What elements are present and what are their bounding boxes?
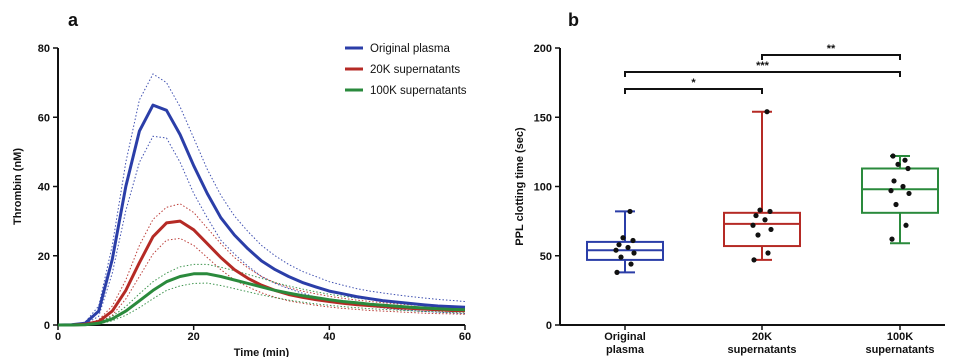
- data-point: [903, 222, 909, 228]
- data-point: [616, 242, 622, 248]
- data-point: [895, 161, 901, 167]
- legend-label: 100K supernatants: [370, 85, 467, 97]
- data-point: [753, 212, 759, 219]
- panel-a-x-axis-label: Time (min): [234, 347, 290, 357]
- panel-b-letter: b: [568, 10, 579, 30]
- panel-b-boxes: [586, 109, 939, 275]
- data-point: [900, 183, 906, 190]
- significance-bracket: [624, 71, 901, 77]
- data-point: [614, 269, 620, 275]
- data-point: [906, 190, 912, 197]
- series-0-upper-band: [57, 73, 466, 326]
- data-point: [751, 257, 757, 263]
- box-group: [723, 109, 801, 263]
- data-point: [768, 226, 774, 233]
- panel-a-series-lines: [57, 103, 466, 327]
- panel-a-x-tick-label: 20: [188, 331, 200, 343]
- data-point: [755, 232, 761, 238]
- data-point: [628, 261, 634, 267]
- panel-b-significance-brackets: ******: [624, 43, 901, 94]
- category-label-line1: Original: [604, 331, 646, 343]
- panel-b-y-tick-label: 100: [534, 182, 552, 194]
- panel-a-y-tick-label: 60: [38, 112, 50, 124]
- data-point: [902, 157, 908, 163]
- panel-a-y-tick-label: 0: [44, 320, 50, 332]
- legend-label: 20K supernatants: [370, 64, 460, 76]
- data-point: [613, 247, 619, 253]
- iqr-box: [723, 211, 801, 248]
- panel-a-axes: 0 20 40 60 80 0 20 40 60: [38, 43, 471, 343]
- panel-a-line-chart: 0 20 40 60 80 0 20 40 60 Original plasma 20K supe…: [12, 43, 471, 357]
- panel-a-x-tick-label: 60: [459, 331, 471, 343]
- box-group: [586, 208, 664, 275]
- panel-a-y-tick-label: 40: [38, 182, 50, 194]
- data-point: [618, 254, 624, 260]
- data-point: [750, 222, 756, 228]
- panel-b-y-tick-label: 50: [540, 251, 552, 263]
- significance-label: *: [691, 77, 696, 89]
- data-point: [889, 236, 895, 242]
- significance-bracket: [624, 88, 763, 94]
- box-group: [861, 153, 939, 245]
- panel-b-axes: 0 50 100 150 200: [534, 43, 945, 332]
- data-point: [891, 178, 897, 184]
- data-point: [631, 250, 637, 256]
- panel-a-legend: Original plasma 20K supernatants 100K supe…: [345, 43, 467, 97]
- data-point: [905, 165, 911, 172]
- data-point: [630, 237, 636, 244]
- series-1-line: [58, 219, 466, 327]
- significance-label: **: [827, 43, 836, 55]
- panel-a-y-axis-label: Thrombin (nM): [12, 148, 24, 225]
- data-point: [893, 201, 899, 208]
- significance-bracket: [761, 54, 901, 60]
- data-point: [620, 235, 626, 241]
- panel-b-y-tick-label: 150: [534, 112, 552, 124]
- significance-label: ***: [756, 60, 770, 72]
- series-1-upper-band: [58, 203, 466, 326]
- category-label-line1: 100K: [887, 331, 913, 343]
- category-label-line1: 20K: [752, 331, 772, 343]
- data-point: [757, 207, 763, 213]
- series-2-line: [58, 272, 466, 327]
- legend-label: Original plasma: [370, 43, 450, 55]
- data-point: [888, 188, 894, 194]
- data-point: [762, 217, 768, 223]
- data-point: [625, 244, 631, 251]
- data-point: [765, 250, 771, 256]
- series-0-lower-band: [57, 135, 466, 326]
- data-point: [627, 208, 633, 215]
- data-point: [767, 208, 773, 215]
- category-label-line2: plasma: [606, 344, 645, 356]
- category-label-line2: supernatants: [865, 344, 934, 356]
- series-2-lower-band: [58, 282, 466, 326]
- series-1-lower-band: [58, 237, 466, 326]
- panel-a-x-tick-label: 0: [55, 331, 61, 343]
- panel-a-x-tick-label: 40: [323, 331, 335, 343]
- panel-b-category-labels: Originalplasma20Ksupernatants100Ksuperna…: [604, 331, 934, 356]
- data-point: [764, 109, 770, 115]
- data-point: [890, 153, 896, 159]
- iqr-box: [861, 167, 939, 214]
- panel-b-y-axis-label: PPL clotting time (sec): [514, 127, 526, 246]
- panel-a-y-tick-label: 80: [38, 43, 50, 55]
- category-label-line2: supernatants: [727, 344, 796, 356]
- panel-a-y-tick-label: 20: [38, 251, 50, 263]
- panel-a-letter: a: [68, 10, 79, 30]
- panel-b-y-tick-label: 200: [534, 43, 552, 55]
- panel-b-y-tick-label: 0: [546, 320, 552, 332]
- series-0-line: [57, 103, 466, 327]
